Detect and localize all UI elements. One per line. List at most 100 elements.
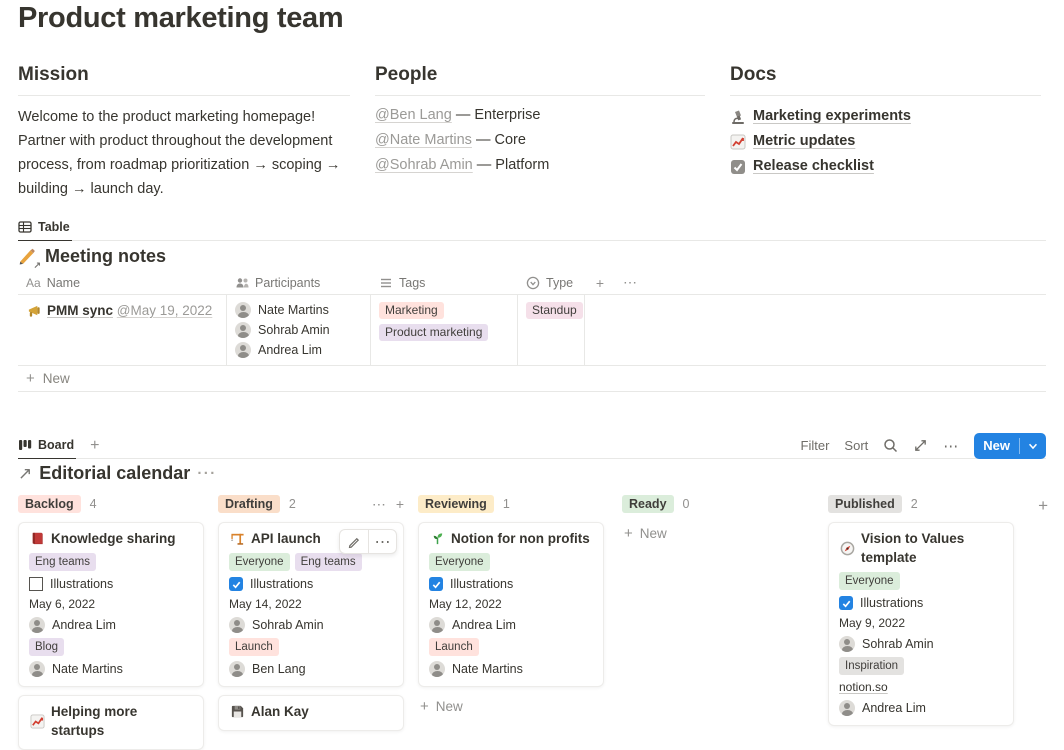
tag-chip: Eng teams (294, 553, 362, 571)
board-icon (19, 440, 32, 450)
add-group-button[interactable]: + (1038, 496, 1048, 515)
board-new-card-button[interactable]: + New (420, 698, 463, 715)
doc-link-label: Release checklist (753, 158, 874, 174)
person-role: — Enterprise (451, 107, 541, 123)
table-new-row-button[interactable]: + New (18, 366, 1046, 392)
row-title: PMM sync (47, 303, 114, 318)
board-column-drafting: Drafting 2 ⋯ + ⋯ API launch Everyone Eng… (218, 494, 404, 731)
group-chip[interactable]: Drafting (218, 495, 280, 513)
doc-link-metric-updates[interactable]: Metric updates (730, 129, 1041, 154)
doc-link-release-checklist[interactable]: Release checklist (730, 154, 1041, 179)
tag-chip: Inspiration (839, 657, 905, 675)
board-column-published: Published 2 Vision to Values template Ev… (828, 494, 1014, 726)
people-list: @Ben Lang — Enterprise @Nate Martins — C… (375, 103, 705, 178)
add-view-button[interactable]: + (90, 436, 100, 454)
tag-chip: Blog (29, 638, 65, 656)
card-date: May 6, 2022 (29, 597, 96, 611)
table-row: PMM sync @May 19, 2022 Nate Martins Sohr… (18, 294, 1046, 366)
edit-pencil-icon[interactable] (340, 530, 368, 553)
group-header: Published 2 (828, 494, 1014, 514)
person-mention[interactable]: @Ben Lang (375, 107, 452, 123)
board-view-tabbar: Board + Filter Sort ⋯ New (18, 432, 1046, 459)
avatar (229, 661, 245, 677)
checkbox-unchecked[interactable] (29, 577, 43, 591)
mission-body: Welcome to the product marketing homepag… (18, 109, 341, 197)
cell-participants[interactable]: Nate Martins Sohrab Amin Andrea Lim (227, 295, 371, 365)
card-knowledge-sharing[interactable]: Knowledge sharing Eng teams Illustration… (18, 522, 204, 687)
add-column-button[interactable]: + (595, 274, 605, 291)
tag-chip: Everyone (429, 553, 490, 571)
editorial-calendar-title-text[interactable]: Editorial calendar (39, 463, 191, 483)
card-api-launch[interactable]: ⋯ API launch Everyone Eng teams Illustra… (218, 522, 404, 687)
person-mention[interactable]: @Nate Martins (375, 132, 472, 148)
board-options-button[interactable]: ⋯ (943, 437, 960, 455)
person-mention[interactable]: @Sohrab Amin (375, 157, 473, 173)
column-header-type[interactable]: Type (518, 276, 585, 290)
group-chip[interactable]: Published (828, 495, 902, 513)
group-add-card-button[interactable]: + (395, 496, 404, 512)
avatar (839, 700, 855, 716)
new-button-label: New (983, 438, 1010, 453)
tab-table-label: Table (38, 220, 70, 234)
checkbox-checked[interactable] (229, 577, 243, 591)
card-url-link[interactable]: notion.so (839, 680, 888, 694)
participant: Andrea Lim (235, 342, 362, 358)
card-title: Helping more startups (51, 704, 138, 738)
card-person: Andrea Lim (429, 617, 593, 633)
chart-upward-icon (29, 713, 45, 729)
filter-button[interactable]: Filter (800, 438, 830, 453)
red-book-icon (29, 531, 45, 547)
avatar (235, 302, 251, 318)
avatar (839, 636, 855, 652)
card-notion-for-non-profits[interactable]: Notion for non profits Everyone Illustra… (418, 522, 604, 687)
expand-icon[interactable] (913, 438, 928, 453)
card-person: Ben Lang (229, 661, 393, 677)
board-new-card-button[interactable]: + New (624, 525, 667, 542)
checkbox-checked[interactable] (839, 596, 853, 610)
page-link-pmm-sync[interactable]: PMM sync @May 19, 2022 (26, 302, 218, 319)
group-options-button[interactable]: ⋯ (371, 495, 386, 512)
doc-link-marketing-experiments[interactable]: Marketing experiments (730, 104, 1041, 129)
card-options-button[interactable]: ⋯ (368, 530, 396, 553)
type-chip: Standup (526, 302, 583, 319)
microscope-icon (730, 109, 746, 125)
checkbox-checked[interactable] (429, 577, 443, 591)
card-hover-toolbar: ⋯ (339, 529, 397, 554)
group-chip[interactable]: Reviewing (418, 495, 494, 513)
search-icon[interactable] (883, 438, 898, 453)
cell-tags[interactable]: Marketing Product marketing (371, 295, 518, 365)
group-count: 2 (288, 497, 296, 511)
board-toolbar: Filter Sort ⋯ New (800, 432, 1046, 459)
people-icon (236, 277, 249, 287)
floppy-disk-icon (229, 704, 245, 720)
cell-type[interactable]: Standup (518, 295, 585, 365)
doc-link-label: Metric updates (753, 133, 856, 149)
group-chip[interactable]: Ready (622, 495, 674, 513)
card-date: May 9, 2022 (839, 616, 906, 630)
column-header-tags[interactable]: Tags (371, 276, 518, 290)
editorial-calendar-board: + Backlog 4 Knowledge sharing Eng teams … (18, 494, 1048, 750)
card-alan-kay[interactable]: Alan Kay (218, 695, 404, 731)
group-header: Drafting 2 ⋯ + (218, 494, 404, 514)
column-header-participants[interactable]: Participants (227, 276, 371, 290)
card-helping-more-startups[interactable]: Helping more startups (18, 695, 204, 750)
card-vision-to-values-template[interactable]: Vision to Values template Everyone Illus… (828, 522, 1014, 726)
group-count: 4 (89, 497, 97, 511)
table-options-button[interactable]: ⋯ (623, 274, 637, 290)
sort-button[interactable]: Sort (844, 438, 869, 453)
tab-board-label: Board (38, 438, 75, 452)
editorial-calendar-title: ↗ Editorial calendar ··· (18, 463, 217, 484)
new-button[interactable]: New (974, 432, 1046, 459)
card-title: Vision to Values template (861, 531, 965, 565)
plus-icon: + (624, 525, 633, 542)
group-count: 0 (682, 497, 690, 511)
tab-board[interactable]: Board (18, 434, 77, 459)
card-date: May 12, 2022 (429, 597, 502, 611)
group-chip[interactable]: Backlog (18, 495, 81, 513)
docs-list: Marketing experiments Metric updates Rel… (730, 104, 1041, 179)
chevron-down-icon[interactable] (1020, 433, 1046, 459)
title-options-button[interactable]: ··· (197, 465, 217, 482)
card-date: May 14, 2022 (229, 597, 302, 611)
column-header-name[interactable]: Aa Name (26, 275, 81, 290)
tab-table[interactable]: Table (18, 216, 72, 241)
